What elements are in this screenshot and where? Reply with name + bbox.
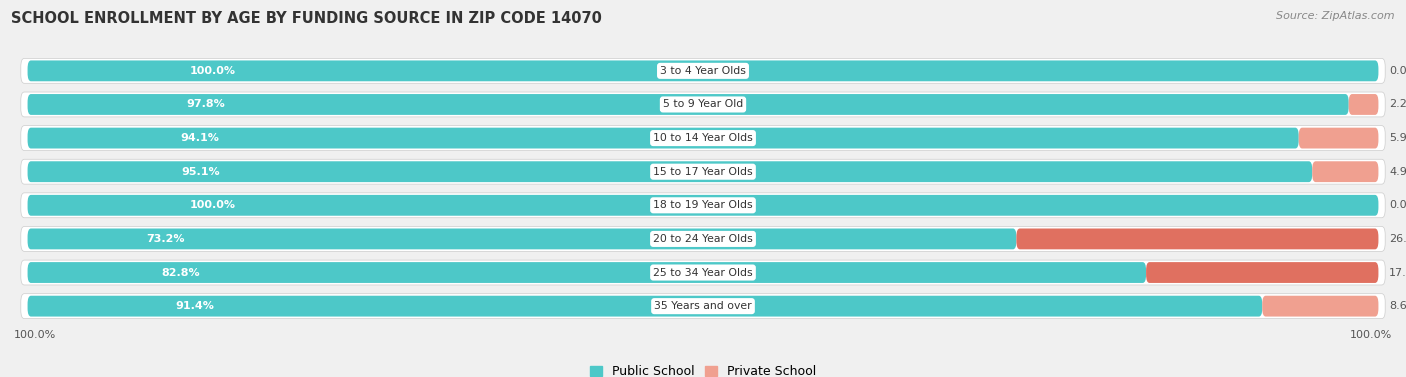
Text: Source: ZipAtlas.com: Source: ZipAtlas.com xyxy=(1277,11,1395,21)
Text: 26.8%: 26.8% xyxy=(1389,234,1406,244)
FancyBboxPatch shape xyxy=(21,260,1385,285)
Text: 100.0%: 100.0% xyxy=(14,330,56,340)
FancyBboxPatch shape xyxy=(1348,94,1378,115)
Text: 100.0%: 100.0% xyxy=(190,200,236,210)
Text: 3 to 4 Year Olds: 3 to 4 Year Olds xyxy=(659,66,747,76)
Text: 35 Years and over: 35 Years and over xyxy=(654,301,752,311)
Text: 17.2%: 17.2% xyxy=(1389,268,1406,277)
Text: 97.8%: 97.8% xyxy=(186,100,225,109)
Text: 100.0%: 100.0% xyxy=(190,66,236,76)
Text: 0.0%: 0.0% xyxy=(1389,66,1406,76)
Text: 25 to 34 Year Olds: 25 to 34 Year Olds xyxy=(654,268,752,277)
Text: 4.9%: 4.9% xyxy=(1389,167,1406,177)
FancyBboxPatch shape xyxy=(28,228,1017,249)
FancyBboxPatch shape xyxy=(1263,296,1378,317)
Text: 18 to 19 Year Olds: 18 to 19 Year Olds xyxy=(654,200,752,210)
Legend: Public School, Private School: Public School, Private School xyxy=(585,360,821,377)
Text: 10 to 14 Year Olds: 10 to 14 Year Olds xyxy=(654,133,752,143)
Text: 2.2%: 2.2% xyxy=(1389,100,1406,109)
FancyBboxPatch shape xyxy=(28,262,1146,283)
Text: 20 to 24 Year Olds: 20 to 24 Year Olds xyxy=(654,234,752,244)
Text: 5.9%: 5.9% xyxy=(1389,133,1406,143)
Text: 0.0%: 0.0% xyxy=(1389,200,1406,210)
FancyBboxPatch shape xyxy=(1312,161,1378,182)
Text: 5 to 9 Year Old: 5 to 9 Year Old xyxy=(662,100,744,109)
FancyBboxPatch shape xyxy=(21,294,1385,319)
FancyBboxPatch shape xyxy=(21,193,1385,218)
FancyBboxPatch shape xyxy=(28,161,1312,182)
FancyBboxPatch shape xyxy=(1146,262,1378,283)
Text: 73.2%: 73.2% xyxy=(146,234,184,244)
Text: 94.1%: 94.1% xyxy=(180,133,219,143)
Text: 82.8%: 82.8% xyxy=(162,268,201,277)
Text: 8.6%: 8.6% xyxy=(1389,301,1406,311)
FancyBboxPatch shape xyxy=(21,58,1385,83)
FancyBboxPatch shape xyxy=(1299,128,1378,149)
Text: SCHOOL ENROLLMENT BY AGE BY FUNDING SOURCE IN ZIP CODE 14070: SCHOOL ENROLLMENT BY AGE BY FUNDING SOUR… xyxy=(11,11,602,26)
FancyBboxPatch shape xyxy=(28,60,1378,81)
Text: 100.0%: 100.0% xyxy=(1350,330,1392,340)
Text: 91.4%: 91.4% xyxy=(176,301,215,311)
FancyBboxPatch shape xyxy=(28,128,1299,149)
Text: 15 to 17 Year Olds: 15 to 17 Year Olds xyxy=(654,167,752,177)
FancyBboxPatch shape xyxy=(28,195,1378,216)
FancyBboxPatch shape xyxy=(28,94,1348,115)
FancyBboxPatch shape xyxy=(21,92,1385,117)
FancyBboxPatch shape xyxy=(1017,228,1378,249)
FancyBboxPatch shape xyxy=(21,227,1385,251)
FancyBboxPatch shape xyxy=(21,159,1385,184)
FancyBboxPatch shape xyxy=(21,126,1385,150)
FancyBboxPatch shape xyxy=(28,296,1263,317)
Text: 95.1%: 95.1% xyxy=(181,167,221,177)
